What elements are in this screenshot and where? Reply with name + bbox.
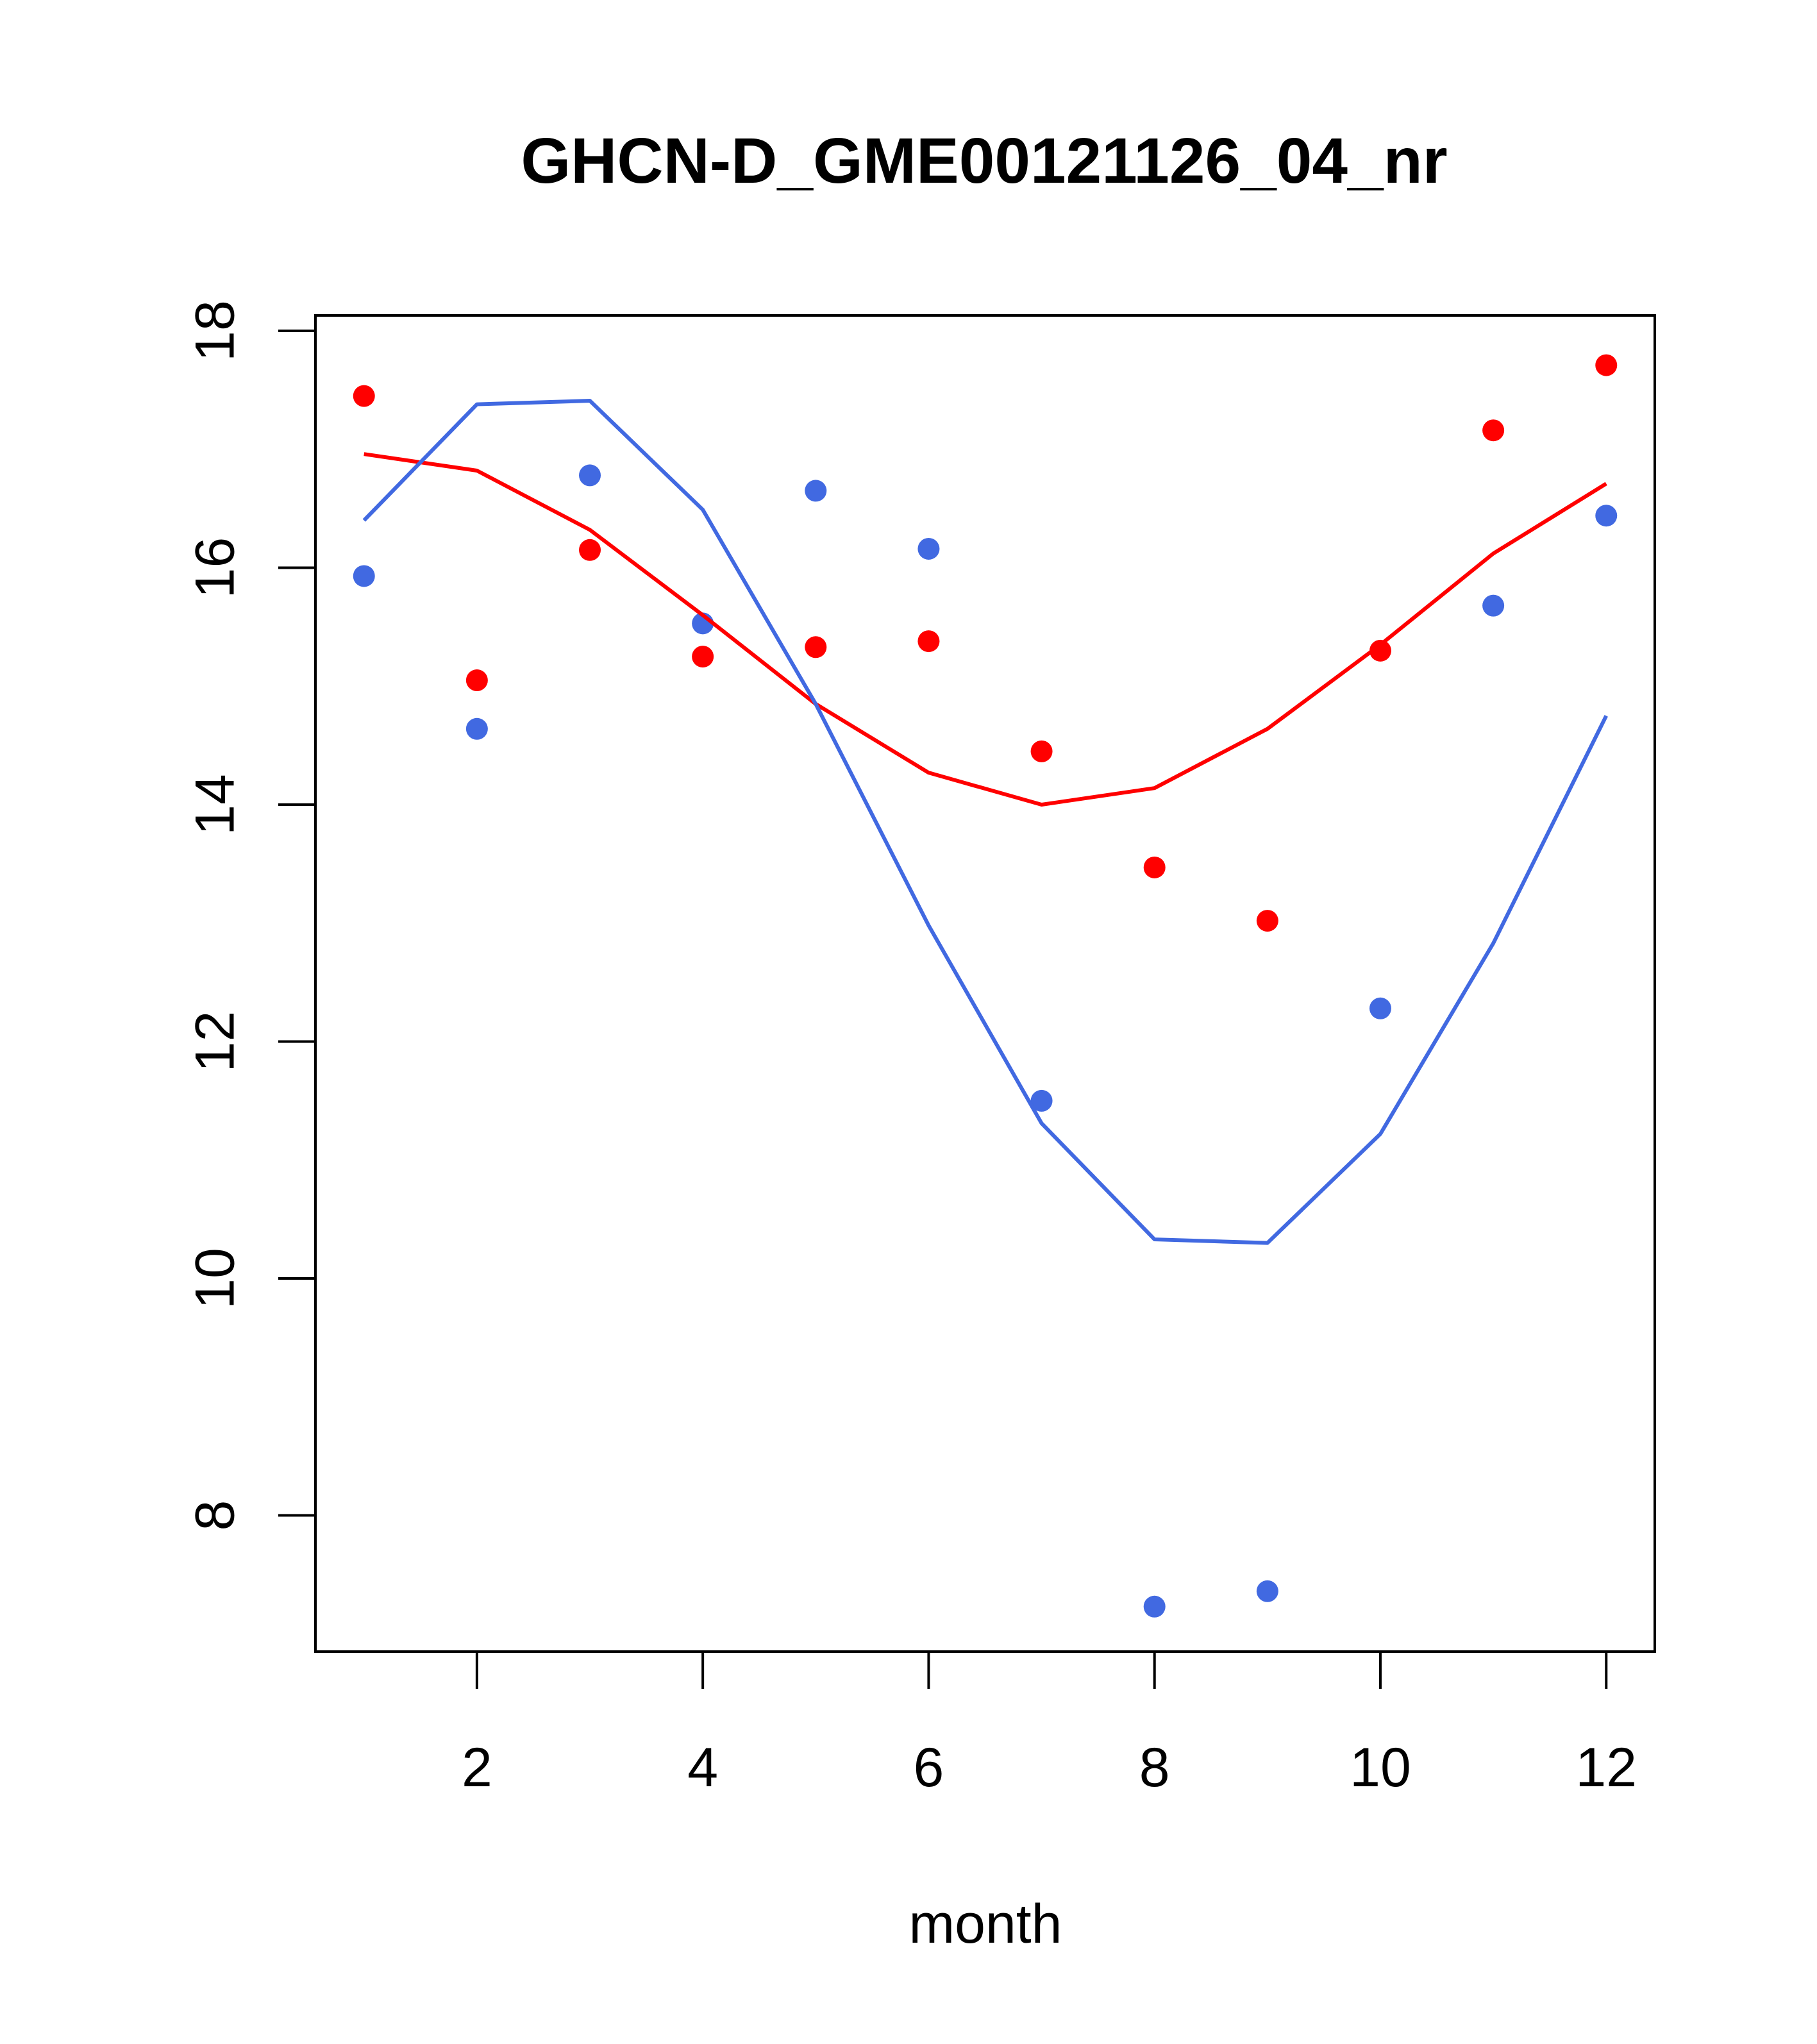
- blue-point: [1256, 1580, 1278, 1602]
- series-layer: [353, 354, 1618, 1618]
- blue-point: [1369, 997, 1391, 1019]
- y-tick-label: 18: [185, 300, 246, 362]
- red-point: [1256, 910, 1278, 932]
- red-line-series: [364, 452, 1607, 807]
- x-axis-label: month: [908, 1893, 1062, 1955]
- x-tick-label: 10: [1350, 1737, 1411, 1798]
- blue-point: [465, 717, 488, 740]
- red-point: [805, 636, 827, 658]
- blue-line-series: [362, 399, 1608, 1245]
- red-point: [917, 630, 940, 653]
- red-point: [465, 669, 488, 692]
- red-point: [1369, 639, 1391, 662]
- blue-point: [1595, 505, 1618, 527]
- y-axis: 8 10 12 14 16 18: [185, 300, 317, 1531]
- blue-point: [579, 464, 601, 487]
- y-tick-label: 14: [185, 774, 246, 835]
- x-tick-label: 12: [1575, 1737, 1637, 1798]
- red-point: [1482, 419, 1505, 442]
- red-point: [692, 646, 714, 668]
- red-point: [1030, 740, 1053, 762]
- y-tick-label: 10: [185, 1248, 246, 1309]
- x-tick-label: 4: [687, 1737, 718, 1798]
- x-tick-label: 2: [462, 1737, 492, 1798]
- chart-title: GHCN-D_GME00121126_04_nr: [521, 125, 1447, 197]
- blue-point: [1030, 1089, 1053, 1112]
- blue-point: [917, 537, 940, 560]
- blue-point: [353, 565, 375, 587]
- blue-point: [1482, 594, 1505, 617]
- red-point: [1595, 354, 1618, 376]
- y-tick-label: 8: [185, 1500, 246, 1531]
- plot-frame: [314, 314, 1656, 1653]
- y-tick-label: 16: [185, 537, 246, 599]
- x-axis: 2 4 6 8 10 12: [462, 1650, 1637, 1798]
- red-point: [1143, 856, 1166, 878]
- x-tick-label: 8: [1139, 1737, 1170, 1798]
- red-point: [353, 385, 375, 407]
- blue-point: [1143, 1595, 1166, 1618]
- blue-point: [805, 480, 827, 502]
- x-tick-label: 6: [914, 1737, 944, 1798]
- y-tick-label: 12: [185, 1011, 246, 1073]
- red-point: [579, 539, 601, 561]
